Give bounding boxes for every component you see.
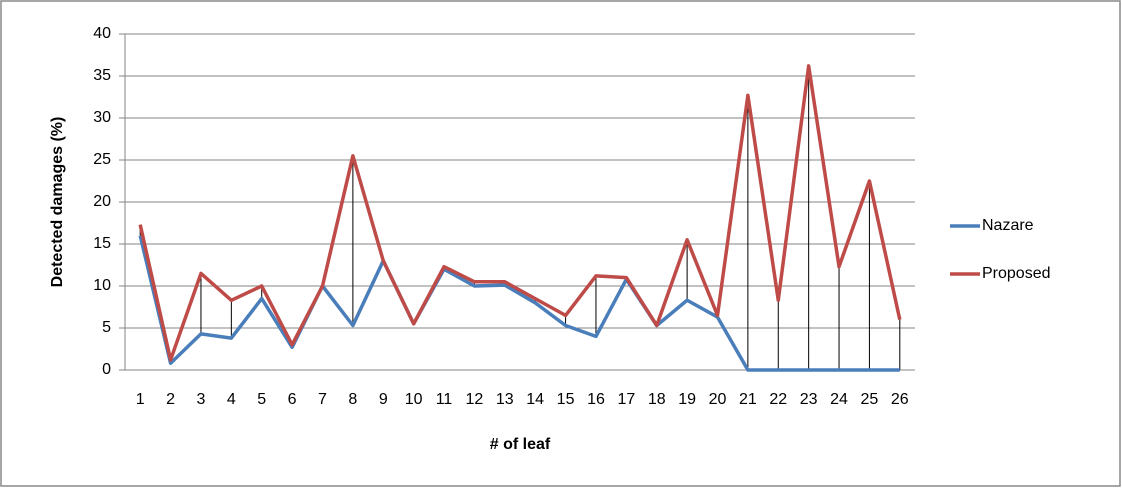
x-tick-label: 3 [197, 391, 206, 408]
x-tick-label: 14 [526, 391, 544, 408]
x-tick-label: 12 [466, 391, 484, 408]
legend-label: Nazare [982, 217, 1034, 234]
y-tick-label: 15 [93, 235, 111, 252]
y-tick-label: 10 [93, 277, 111, 294]
x-tick-label: 10 [405, 391, 423, 408]
y-tick-label: 30 [93, 109, 111, 126]
x-tick-label: 20 [709, 391, 727, 408]
x-axis-title: # of leaf [490, 436, 551, 453]
x-tick-label: 19 [678, 391, 696, 408]
y-tick-label: 25 [93, 151, 111, 168]
x-tick-label: 24 [830, 391, 848, 408]
x-tick-label: 25 [861, 391, 879, 408]
x-tick-label: 21 [739, 391, 757, 408]
x-tick-label: 9 [379, 391, 388, 408]
y-tick-label: 20 [93, 193, 111, 210]
legend-label: Proposed [982, 265, 1051, 282]
series-line [138, 235, 900, 372]
x-tick-label: 1 [136, 391, 145, 408]
x-tick-label: 13 [496, 391, 514, 408]
series-line [138, 64, 902, 362]
x-tick-label: 23 [800, 391, 818, 408]
y-tick-label: 5 [102, 319, 111, 336]
x-tick-label: 7 [318, 391, 327, 408]
y-axis-title: Detected damages (%) [49, 117, 66, 288]
y-tick-label: 35 [93, 67, 111, 84]
x-tick-label: 15 [557, 391, 575, 408]
x-tick-label: 6 [288, 391, 297, 408]
x-tick-label: 11 [436, 391, 453, 408]
x-tick-label: 26 [891, 391, 909, 408]
x-tick-label: 17 [617, 391, 635, 408]
y-tick-label: 40 [93, 25, 111, 42]
x-tick-label: 18 [648, 391, 666, 408]
x-tick-label: 5 [257, 391, 266, 408]
x-tick-label: 4 [227, 391, 236, 408]
x-tick-label: 2 [166, 391, 175, 408]
x-tick-label: 8 [348, 391, 357, 408]
x-tick-label: 16 [587, 391, 605, 408]
y-tick-label: 0 [102, 361, 111, 378]
x-tick-label: 22 [769, 391, 787, 408]
